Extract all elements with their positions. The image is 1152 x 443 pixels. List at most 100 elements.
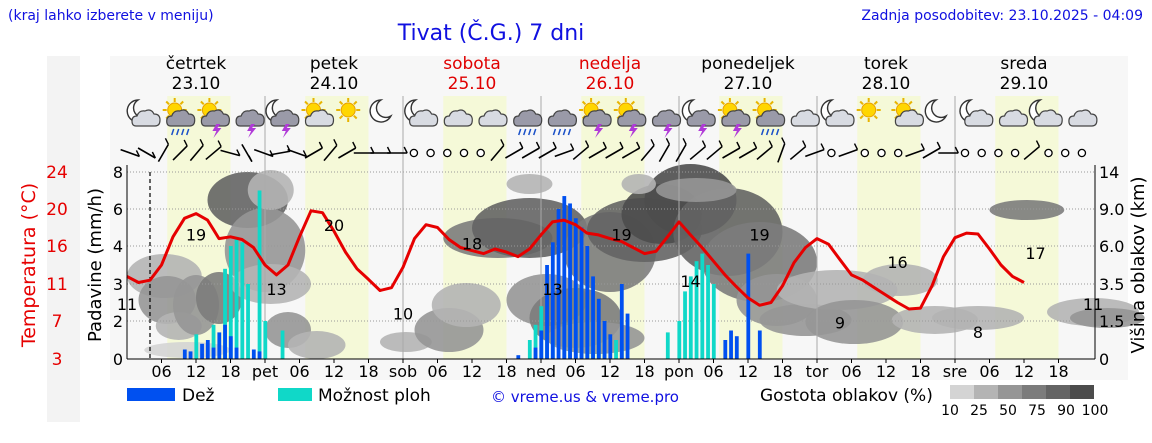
legend-cloud-density-swatch <box>998 385 1022 399</box>
temperature-label: 13 <box>266 280 286 299</box>
day-name: sreda <box>1000 54 1047 74</box>
shower-bar <box>223 268 227 359</box>
sun-ray <box>596 100 601 106</box>
rain-bar <box>188 351 193 359</box>
wind-barb-tick <box>164 138 170 145</box>
wind-barb-tick <box>552 141 557 149</box>
last-updated: Zadnja posodobitev: 23.10.2025 - 04:09 <box>861 8 1143 24</box>
cloud-height-axis-label: Višina oblakov (km) <box>1128 176 1149 353</box>
rain-bar <box>257 351 262 359</box>
sun-ray <box>755 100 760 106</box>
wind-barb-tick <box>403 146 408 154</box>
cloud-density-blob <box>230 264 311 304</box>
temperature-label: 9 <box>835 314 845 333</box>
sun-ray <box>353 114 358 120</box>
rain-drop <box>552 128 557 136</box>
day-name: četrtek <box>166 54 227 74</box>
rain-drop <box>567 128 572 136</box>
wind-barb-tick <box>519 141 524 149</box>
x-tick-label: 18 <box>358 362 378 381</box>
lightning-bolt <box>212 124 222 138</box>
wind-barb <box>838 148 858 158</box>
sun-rain-cloud-icon <box>162 98 196 136</box>
rain-bar <box>205 340 210 359</box>
temperature-label: 13 <box>542 280 562 299</box>
rain-bar <box>757 330 762 359</box>
wind-barb <box>756 145 773 161</box>
sun-ray <box>581 100 587 106</box>
x-tick-label: ned <box>526 362 556 381</box>
temperature-label: 19 <box>749 225 769 244</box>
calm-wind-circle <box>1010 148 1020 158</box>
sun-ray <box>179 100 184 106</box>
wind-barb-tick <box>820 143 825 150</box>
temperature-tick-label: 20 <box>46 200 68 220</box>
day-date: 23.10 <box>172 74 221 94</box>
shower-bar <box>257 190 262 359</box>
wind-barb-tick <box>954 146 959 154</box>
sun-icon <box>856 98 881 122</box>
wind-barb-tick <box>535 141 541 149</box>
moon-icon <box>369 99 393 123</box>
cloud-density-blob <box>805 300 904 344</box>
legend-rain-swatch <box>127 388 175 401</box>
legend-cloud-density-step: 90 <box>1057 403 1075 419</box>
precip-axis-label: Padavine (mm/h) <box>85 188 106 342</box>
rain-bar <box>200 343 204 359</box>
legend-cloud-density-swatch <box>974 385 998 399</box>
wind-barb <box>253 148 274 158</box>
shower-bar <box>688 276 693 359</box>
wind-barb <box>505 147 524 159</box>
shower-bar <box>240 242 245 359</box>
lightning-bolt <box>281 124 291 138</box>
cloud-shape <box>200 109 230 127</box>
wind-barb-tick <box>248 155 253 162</box>
lightning-bolt <box>732 124 742 138</box>
wind-barb <box>588 147 607 159</box>
legend-rain-label: Dež <box>182 386 215 406</box>
sun-ray <box>720 100 725 106</box>
wind-barb-tick <box>183 139 188 147</box>
calm-wind-circle <box>877 148 886 158</box>
wind-barb-tick <box>853 143 859 150</box>
wind-barb <box>157 143 170 163</box>
wind-barb-tick <box>619 141 624 149</box>
x-tick-label: pon <box>664 362 694 381</box>
shower-bar <box>694 261 699 359</box>
wind-barb <box>706 145 723 161</box>
wind-barb-tick <box>135 150 141 157</box>
clouds-icon <box>478 109 508 127</box>
sun-rain-cloud-icon <box>752 98 786 136</box>
wind-barb-tick <box>569 143 575 150</box>
wind-barb <box>538 147 557 159</box>
sun-ray <box>616 100 621 106</box>
cloud-shape <box>825 109 855 127</box>
x-tick-label: 18 <box>1048 362 1068 381</box>
temperature-label: 8 <box>973 323 983 342</box>
wind-barb <box>640 144 655 162</box>
calm-wind-circle <box>426 148 435 158</box>
day-date: 25.10 <box>448 74 497 94</box>
sun-storm-icon <box>197 98 230 138</box>
wind-barb <box>220 149 241 157</box>
cloud-shape <box>651 109 682 127</box>
temperature-label: 20 <box>324 216 344 235</box>
temperature-tick-label: 16 <box>46 237 68 257</box>
sun-ray <box>734 100 740 106</box>
legend-cloud-density-step: 50 <box>999 403 1017 419</box>
day-date: 27.10 <box>724 74 773 94</box>
sun-icon <box>336 98 361 122</box>
shower-bar <box>700 253 705 359</box>
legend-cloud-density-title: Gostota oblakov (%) <box>760 386 933 406</box>
rain-bar <box>573 218 578 359</box>
wind-row <box>120 137 1087 163</box>
left-margin-panel <box>47 56 80 422</box>
shower-bar <box>234 236 239 359</box>
rain-drop <box>175 128 180 136</box>
wind-barb-tick <box>650 139 655 146</box>
legend-cloud-density-swatch <box>1022 385 1046 399</box>
wind-barb-tick <box>386 146 392 154</box>
legend-shower-swatch <box>278 388 312 401</box>
rain-drop <box>765 128 770 136</box>
